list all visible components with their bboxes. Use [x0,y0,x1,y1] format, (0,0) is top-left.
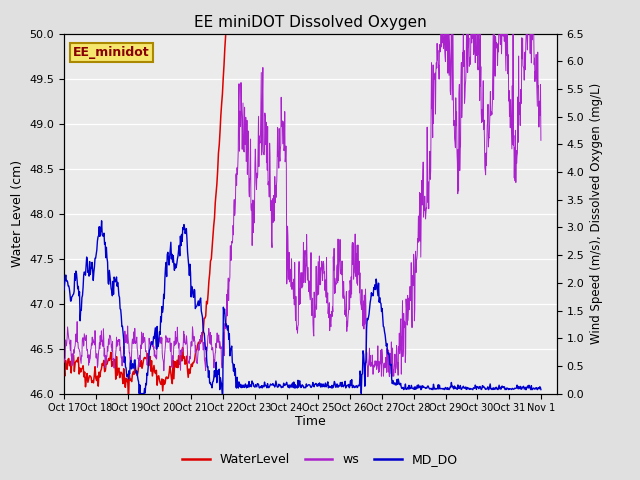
Text: EE_minidot: EE_minidot [73,46,150,59]
Y-axis label: Water Level (cm): Water Level (cm) [11,160,24,267]
X-axis label: Time: Time [295,415,326,428]
Y-axis label: Wind Speed (m/s), Dissolved Oxygen (mg/L): Wind Speed (m/s), Dissolved Oxygen (mg/L… [590,83,603,344]
Legend: WaterLevel, ws, MD_DO: WaterLevel, ws, MD_DO [177,448,463,471]
Title: EE miniDOT Dissolved Oxygen: EE miniDOT Dissolved Oxygen [194,15,427,30]
